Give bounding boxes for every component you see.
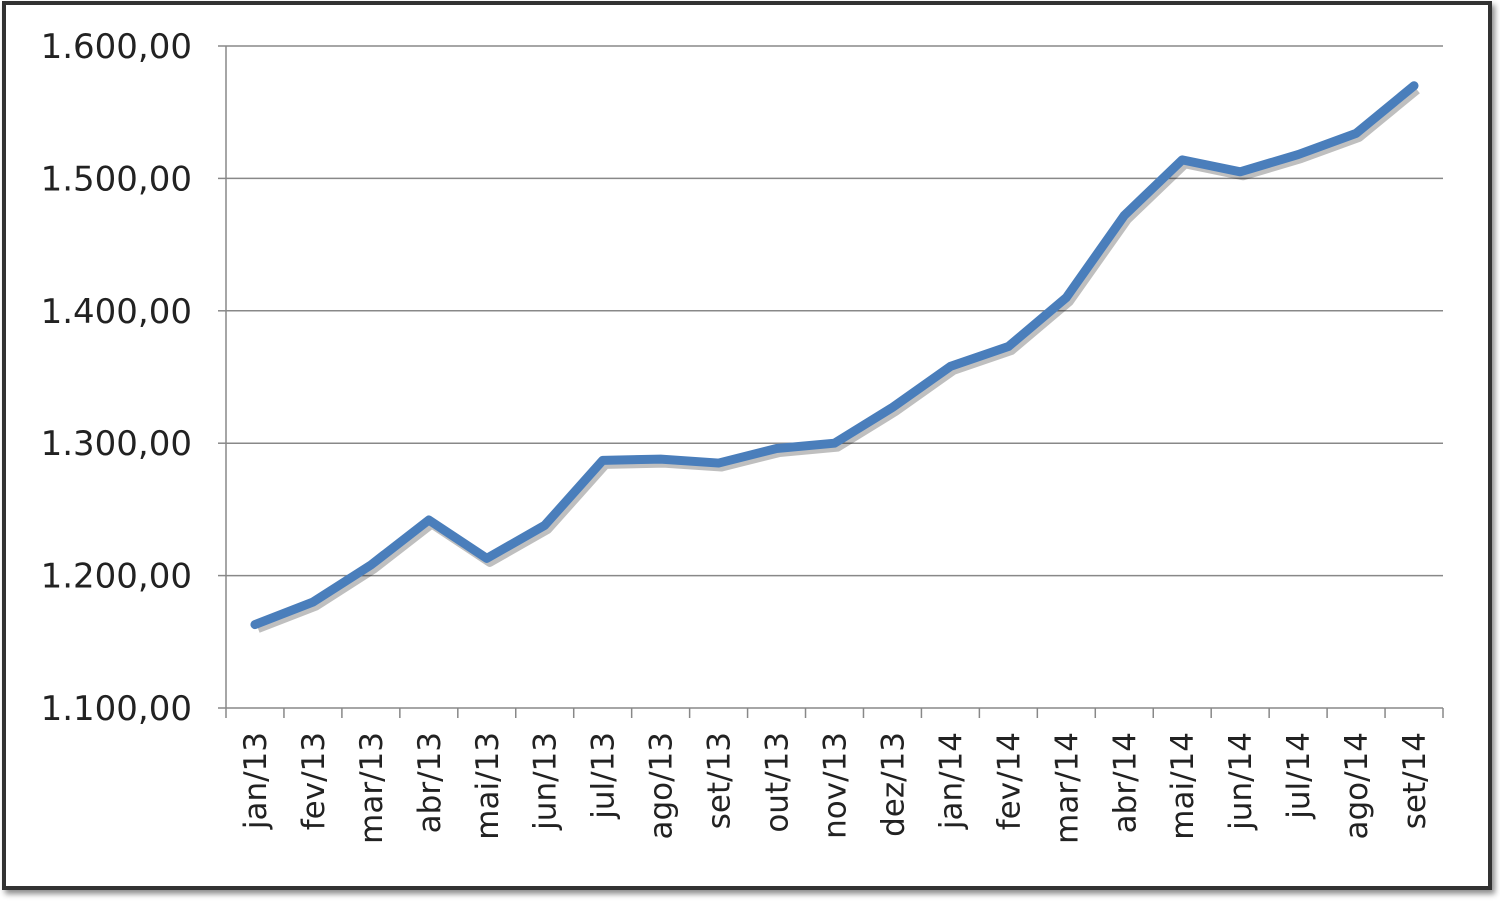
x-tick-label: out/13 bbox=[760, 732, 796, 833]
chart-frame bbox=[2, 1, 1492, 890]
x-tick-label: abr/14 bbox=[1107, 732, 1143, 833]
y-tick-label: 1.200,00 bbox=[41, 557, 192, 597]
x-tick-label: nov/13 bbox=[818, 732, 854, 839]
y-tick-label: 1.600,00 bbox=[41, 27, 192, 67]
y-tick-label: 1.400,00 bbox=[41, 292, 192, 332]
x-tick-label: fev/13 bbox=[296, 732, 332, 830]
x-tick-label: set/13 bbox=[702, 732, 738, 829]
x-tick-label: jan/13 bbox=[238, 732, 274, 830]
x-tick-label: fev/14 bbox=[991, 732, 1027, 830]
x-tick-label: dez/13 bbox=[875, 732, 911, 837]
x-tick-label: jul/14 bbox=[1281, 732, 1317, 820]
x-tick-label: abr/13 bbox=[412, 732, 448, 833]
x-tick-label: jul/13 bbox=[586, 732, 622, 820]
x-tick-label: ago/14 bbox=[1339, 732, 1375, 840]
x-tick-label: mar/13 bbox=[354, 732, 390, 844]
x-tick-label: mai/13 bbox=[470, 732, 506, 840]
x-tick-label: ago/13 bbox=[644, 732, 680, 840]
series-line bbox=[250, 81, 1419, 630]
x-tick-label: jun/14 bbox=[1223, 732, 1259, 831]
x-tick-label: jun/13 bbox=[528, 732, 564, 831]
y-tick-label: 1.300,00 bbox=[41, 424, 192, 464]
x-tick-label: jan/14 bbox=[933, 732, 969, 830]
x-tick-label: mai/14 bbox=[1165, 732, 1201, 840]
y-tick-label: 1.100,00 bbox=[41, 689, 192, 729]
x-tick-label: mar/14 bbox=[1049, 732, 1085, 844]
y-tick-label: 1.500,00 bbox=[41, 159, 192, 199]
x-tick-label: set/14 bbox=[1397, 732, 1433, 829]
